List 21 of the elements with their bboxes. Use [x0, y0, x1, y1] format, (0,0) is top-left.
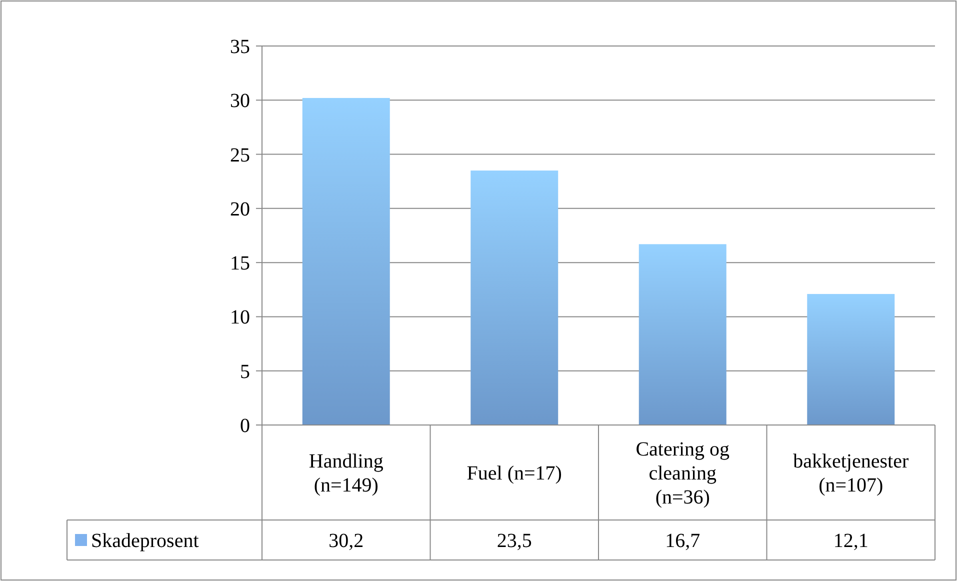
bar	[302, 98, 390, 425]
y-tick-label: 30	[230, 90, 250, 112]
x-tick-label: Catering og cleaning (n=36)	[636, 438, 730, 508]
bar	[807, 294, 895, 425]
legend-label: Skadeprosent	[91, 530, 200, 552]
text: 12,1	[833, 530, 868, 552]
y-tick-label: 35	[230, 36, 250, 58]
y-tick-label: 20	[230, 198, 250, 220]
x-tick-label: bakketjenester (n=107)	[793, 450, 909, 496]
text: 30,2	[328, 530, 364, 552]
y-tick-label: 15	[230, 252, 250, 275]
text: 16,7	[665, 530, 700, 552]
text: 23,5	[496, 530, 532, 552]
x-tick-label: Fuel (n=17)	[466, 462, 562, 484]
bar	[638, 244, 726, 425]
y-tick-label: 0	[240, 415, 250, 437]
x-tick-label: Handling (n=149)	[308, 450, 384, 496]
bar	[470, 170, 558, 425]
y-tick-label: 10	[230, 306, 250, 329]
y-tick-label: 5	[240, 360, 250, 383]
y-tick-label: 25	[230, 144, 250, 166]
